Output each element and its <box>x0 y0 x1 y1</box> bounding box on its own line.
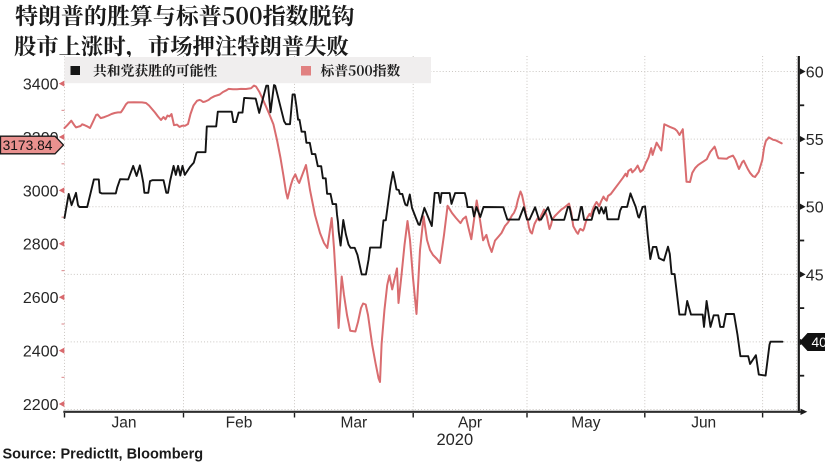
svg-text:Mar: Mar <box>340 415 367 432</box>
svg-text:45: 45 <box>806 267 824 284</box>
svg-text:2400: 2400 <box>23 344 59 361</box>
svg-text:40: 40 <box>812 335 825 350</box>
svg-text:60: 60 <box>806 64 824 81</box>
svg-text:Feb: Feb <box>226 415 253 432</box>
svg-text:3400: 3400 <box>23 77 59 94</box>
svg-text:2600: 2600 <box>23 290 59 307</box>
svg-text:Source: PredictIt, Bloomberg: Source: PredictIt, Bloomberg <box>3 447 204 463</box>
svg-text:Apr: Apr <box>458 415 482 432</box>
svg-text:3173.84: 3173.84 <box>3 138 53 153</box>
svg-text:2800: 2800 <box>23 237 59 254</box>
svg-text:50: 50 <box>806 200 824 217</box>
svg-text:2200: 2200 <box>23 397 59 414</box>
svg-text:3000: 3000 <box>23 183 59 200</box>
svg-text:May: May <box>571 415 601 432</box>
svg-text:Jan: Jan <box>112 415 137 432</box>
svg-text:2020: 2020 <box>436 431 473 449</box>
svg-text:Jun: Jun <box>691 415 716 432</box>
svg-text:55: 55 <box>806 132 824 149</box>
